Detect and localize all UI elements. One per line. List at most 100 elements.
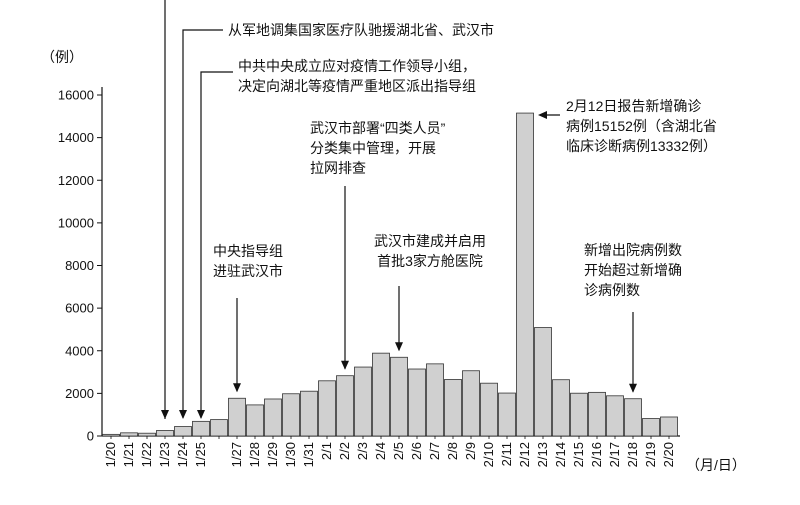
x-tick-label: 2/13	[535, 442, 550, 467]
y-tick-label: 14000	[58, 130, 94, 145]
bar	[426, 363, 444, 437]
bar	[408, 368, 426, 437]
y-tick-label: 10000	[58, 215, 94, 230]
bar	[282, 393, 300, 437]
annotation-text: 分类集中管理，开展	[310, 140, 436, 156]
annotation-arrowhead	[233, 383, 241, 393]
bar	[660, 416, 678, 437]
annotation-text: 武汉市部署“四类人员”	[310, 120, 446, 136]
x-tick-label: 1/25	[193, 442, 208, 467]
x-tick-label: 2/6	[409, 442, 424, 460]
annotation-text: 开始超过新增确	[584, 262, 682, 278]
annotation-text: 中共中央成立应对疫情工作领导小组，	[238, 58, 476, 74]
x-tick-label: 1/31	[301, 442, 316, 467]
x-tick-label: 2/4	[373, 442, 388, 460]
x-tick-label: 2/10	[481, 442, 496, 467]
x-axis-unit-label: （月/日）	[686, 457, 746, 473]
annotation-text: 拉网排查	[310, 160, 366, 176]
annotation-arrowhead	[161, 410, 169, 419]
x-tick-label: 2/8	[445, 442, 460, 460]
bar	[534, 327, 552, 437]
bar	[642, 418, 660, 437]
x-tick-label: 2/17	[607, 442, 622, 467]
bar	[354, 366, 372, 437]
annotation-text: 新增出院病例数	[584, 242, 682, 258]
y-tick-label: 16000	[58, 88, 94, 103]
x-tick-label: 1/23	[157, 442, 172, 467]
x-tick-label: 1/28	[247, 442, 262, 467]
bar	[624, 398, 642, 437]
x-tick-label: 2/19	[643, 442, 658, 467]
bar	[462, 370, 480, 437]
annotation-text: 从军地调集国家医疗队驰援湖北省、武汉市	[228, 22, 494, 38]
x-tick-label: 2/12	[517, 442, 532, 467]
bar	[480, 382, 498, 437]
x-tick-label: 1/20	[103, 442, 118, 467]
bar	[264, 398, 282, 437]
annotation-text: 进驻武汉市	[213, 263, 283, 279]
bar	[318, 380, 336, 437]
x-tick-label: 2/11	[499, 442, 514, 466]
bar	[444, 379, 462, 437]
annotation-text: 首批3家方舱医院	[377, 253, 483, 269]
annotation-arrow	[200, 71, 233, 418]
bar	[606, 395, 624, 437]
x-tick-label: 2/5	[391, 442, 406, 460]
x-tick-label: 1/22	[139, 442, 154, 467]
bar	[174, 426, 192, 437]
y-tick-label: 2000	[65, 386, 94, 401]
x-tick-label: 1/29	[265, 442, 280, 467]
annotation-arrowhead	[395, 342, 403, 352]
annotation-text: 病例15152例（含湖北省	[566, 118, 717, 134]
bar	[570, 392, 588, 437]
x-tick-label: 1/27	[229, 442, 244, 467]
bar	[192, 420, 210, 437]
x-tick-label: 1/21	[121, 442, 136, 467]
bar	[138, 432, 156, 437]
bar	[498, 392, 516, 437]
x-tick-label: 2/20	[661, 442, 676, 467]
y-tick-label: 12000	[58, 173, 94, 188]
y-tick-label: 6000	[65, 301, 94, 316]
bar	[228, 397, 246, 437]
bar	[516, 112, 534, 437]
bar	[210, 419, 228, 437]
x-tick-label: 2/15	[571, 442, 586, 467]
x-tick-label: 2/3	[355, 442, 370, 460]
annotation-arrow	[182, 29, 223, 418]
annotation-arrowhead	[538, 111, 547, 119]
x-tick-label: 2/14	[553, 442, 568, 467]
annotation-text: 中央指导组	[213, 243, 283, 259]
annotation-text: 临床诊断病例13332例）	[566, 138, 717, 154]
bar	[102, 433, 120, 437]
x-tick-label: 1/24	[175, 442, 190, 467]
bar	[552, 379, 570, 437]
annotation-arrowhead	[629, 383, 637, 393]
x-tick-label: 1/30	[283, 442, 298, 467]
annotation-arrowhead	[179, 410, 187, 419]
y-tick-label: 0	[87, 429, 94, 444]
x-tick-label: 2/7	[427, 442, 442, 460]
annotation-text: 决定向湖北等疫情严重地区派出指导组	[238, 78, 476, 94]
annotation-arrowhead	[341, 360, 349, 370]
x-tick-label: 2/2	[337, 442, 352, 460]
y-axis-unit-label: （例）	[41, 49, 83, 65]
x-tick-label: 2/9	[463, 442, 478, 460]
annotation-text: 2月12日报告新增确诊	[566, 98, 701, 114]
bar	[372, 352, 390, 437]
bar	[246, 404, 264, 437]
annotation-text: 武汉市建成并启用	[374, 233, 486, 249]
bar	[336, 375, 354, 437]
x-tick-label: 2/1	[319, 442, 334, 460]
bar	[156, 430, 174, 437]
bar	[120, 432, 138, 437]
y-tick-label: 8000	[65, 258, 94, 273]
annotation-arrowhead	[197, 410, 205, 419]
annotation-text: 诊病例数	[584, 282, 640, 298]
bar	[390, 356, 408, 437]
bar	[300, 390, 318, 437]
bar	[588, 391, 606, 437]
x-tick-label: 2/18	[625, 442, 640, 467]
